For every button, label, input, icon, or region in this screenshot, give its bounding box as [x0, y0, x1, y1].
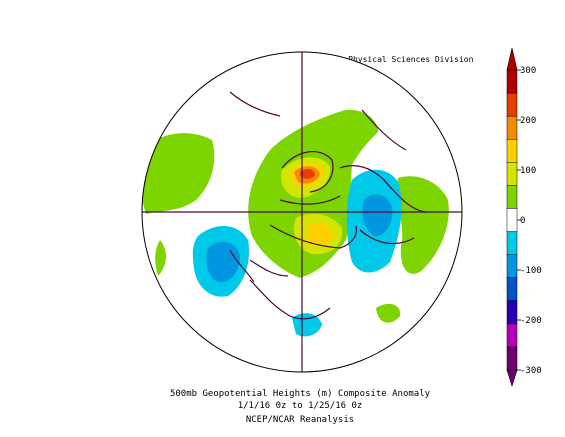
colorbar-segment — [506, 323, 518, 348]
colorbar-bottom-arrow — [506, 369, 518, 388]
anomaly-positive-pacific-nw — [155, 240, 166, 276]
colorbar-top-arrow — [506, 47, 518, 71]
colorbar-segment — [506, 346, 518, 371]
caption-line-2: 1/1/16 0z to 1/25/16 0z — [238, 401, 363, 411]
colorbar-tick-label: -300 — [520, 366, 542, 376]
colorbar-segment — [506, 69, 518, 94]
polar-map — [141, 51, 463, 373]
coastlines — [229, 91, 427, 320]
credit-text: NOAA/ESRL Physical Sciences Division — [300, 55, 474, 64]
colorbar-segment — [506, 254, 518, 279]
colorbar-segment — [506, 92, 518, 117]
colorbar-tick-label: 300 — [520, 66, 536, 76]
anomaly-positive-europe — [376, 303, 401, 323]
colorbar-segment — [506, 115, 518, 140]
colorbar-segment — [506, 277, 518, 302]
colorbar-tick-label: -200 — [520, 316, 542, 326]
colorbar: 300 200 100 0 -100 -200 -300 — [506, 47, 542, 388]
anomaly-positive-west-pacific — [142, 133, 215, 214]
colorbar-segment — [506, 300, 518, 325]
colorbar-tick-label: -100 — [520, 266, 542, 276]
colorbar-segment — [506, 208, 518, 233]
colorbar-tick-label: 200 — [520, 116, 536, 126]
caption-line-3: NCEP/NCAR Reanalysis — [246, 415, 354, 425]
colorbar-segment — [506, 162, 518, 187]
colorbar-tick-label: 0 — [520, 216, 525, 226]
colorbar-segment — [506, 231, 518, 256]
map-border — [141, 51, 463, 373]
anomaly-positive-orange-hudson — [306, 223, 334, 245]
colorbar-segment — [506, 185, 518, 210]
colorbar-segment — [506, 138, 518, 163]
caption-line-1: 500mb Geopotential Heights (m) Composite… — [170, 389, 431, 399]
anomaly-positive-siberia-east — [397, 176, 449, 274]
anomaly-positive-peak — [300, 168, 315, 179]
colorbar-tick-label: 100 — [520, 166, 536, 176]
anomaly-negative-siberia-core — [362, 194, 393, 237]
